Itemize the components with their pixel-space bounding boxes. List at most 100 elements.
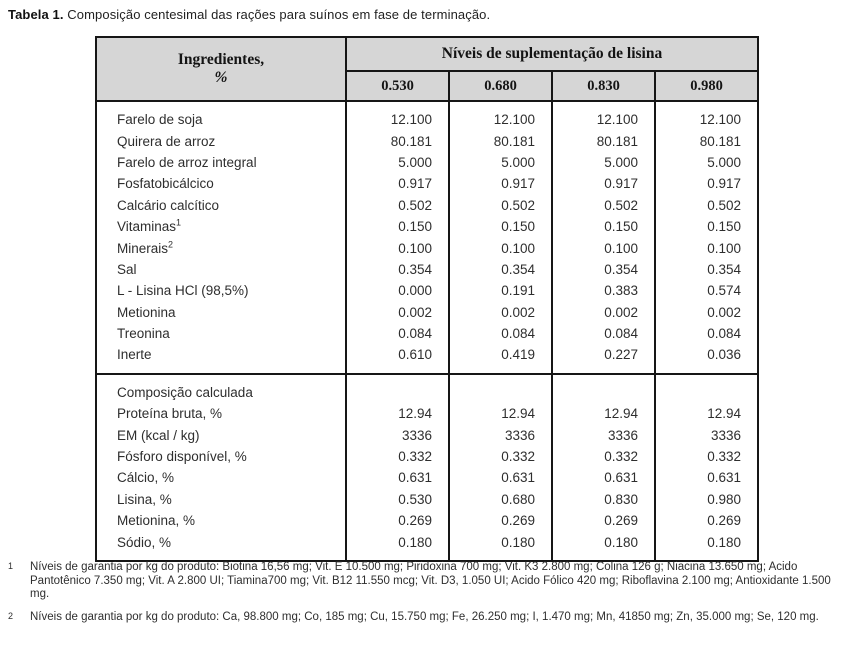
table-row: Inerte 0.610 0.419 0.227 0.036 xyxy=(95,344,760,374)
value-cell: 0.332 xyxy=(551,445,656,468)
row-label: Sal xyxy=(95,258,347,281)
value-cell: 3336 xyxy=(551,424,656,446)
value-cell: 0.000 xyxy=(345,280,450,302)
value-cell: 0.530 xyxy=(345,488,450,511)
value-cell: 0.002 xyxy=(653,301,760,323)
value-cell: 0.002 xyxy=(448,301,553,323)
row-label: Quirera de arroz xyxy=(95,130,347,152)
value-cell: 0.084 xyxy=(345,322,450,345)
table-row: Sal 0.354 0.354 0.354 0.354 xyxy=(95,258,760,281)
header-level-4: 0.980 xyxy=(653,70,760,102)
value-cell: 0.917 xyxy=(551,173,656,195)
table-row: Composição calculada xyxy=(95,372,760,404)
value-cell: 5.000 xyxy=(345,151,450,174)
value-cell xyxy=(448,372,553,404)
table-row: L - Lisina HCl (98,5%) 0.000 0.191 0.383 0.5… xyxy=(95,280,760,302)
value-cell xyxy=(653,372,760,404)
row-label: Farelo de soja xyxy=(95,101,347,131)
value-cell: 0.680 xyxy=(448,488,553,511)
value-cell: 12.94 xyxy=(448,403,553,425)
table-row: Metionina, % 0.269 0.269 0.269 0.269 xyxy=(95,510,760,532)
header-ingredients: Ingredientes, % xyxy=(95,36,347,102)
table-header: Ingredientes, % Níveis de suplementação … xyxy=(95,36,760,102)
footnote-1-marker: 1 xyxy=(8,561,14,571)
value-cell: 0.100 xyxy=(653,237,760,259)
row-label: EM (kcal / kg) xyxy=(95,424,347,446)
footnote-2-marker: 2 xyxy=(8,610,14,621)
value-cell: 12.100 xyxy=(448,101,553,131)
table-row: Farelo de soja 12.100 12.100 12.100 12.100 xyxy=(95,101,760,131)
value-cell: 3336 xyxy=(653,424,760,446)
table-row: EM (kcal / kg) 3336 3336 3336 3336 xyxy=(95,424,760,446)
table-row: Quirera de arroz 80.181 80.181 80.181 80.181 xyxy=(95,130,760,152)
value-cell: 0.002 xyxy=(551,301,656,323)
value-cell: 3336 xyxy=(448,424,553,446)
row-label: Metionina xyxy=(95,301,347,323)
value-cell: 0.383 xyxy=(551,280,656,302)
value-cell: 0.631 xyxy=(653,467,760,489)
table-caption: Tabela 1. Composição centesimal das raçõ… xyxy=(8,7,490,22)
value-cell: 0.100 xyxy=(345,237,450,259)
value-cell: 0.100 xyxy=(551,237,656,259)
value-cell: 0.354 xyxy=(448,258,553,281)
row-label: Treonina xyxy=(95,322,347,345)
table-caption-text: Composição centesimal das rações para su… xyxy=(63,7,491,22)
value-cell: 0.574 xyxy=(653,280,760,302)
header-row-levels: 0.530 0.680 0.830 0.980 xyxy=(96,70,760,102)
value-cell: 0.332 xyxy=(448,445,553,468)
value-cell: 0.100 xyxy=(448,237,553,259)
value-cell: 0.269 xyxy=(551,510,656,532)
value-cell: 0.150 xyxy=(448,215,553,238)
table-row: Fosfatobicálcico 0.917 0.917 0.917 0.917 xyxy=(95,173,760,195)
value-cell: 0.269 xyxy=(448,510,553,532)
footnote-reference: 2 xyxy=(168,239,174,250)
value-cell: 5.000 xyxy=(448,151,553,174)
value-cell: 0.502 xyxy=(345,194,450,216)
value-cell: 0.002 xyxy=(345,301,450,323)
table-row: Calcário calcítico 0.502 0.502 0.502 0.502 xyxy=(95,194,760,216)
value-cell: 0.917 xyxy=(345,173,450,195)
value-cell: 0.419 xyxy=(448,344,553,374)
value-cell: 12.100 xyxy=(653,101,760,131)
header-level-2: 0.680 xyxy=(448,70,553,102)
table-caption-prefix: Tabela 1. xyxy=(8,7,64,22)
value-cell xyxy=(345,372,450,404)
footnotes: 1 Níveis de garantia por kg do produto: … xyxy=(8,561,844,633)
row-label: Calcário calcítico xyxy=(95,194,347,216)
value-cell: 12.94 xyxy=(653,403,760,425)
value-cell: 0.180 xyxy=(551,531,656,561)
row-label: Lisina, % xyxy=(95,488,347,511)
table-row: Proteína bruta, % 12.94 12.94 12.94 12.94 xyxy=(95,403,760,425)
ingredients-section: Farelo de soja 12.100 12.100 12.100 12.100 Qu… xyxy=(95,101,760,374)
value-cell: 0.084 xyxy=(551,322,656,345)
value-cell: 0.354 xyxy=(551,258,656,281)
footnote-2: 2 Níveis de garantia por kg do produto: … xyxy=(8,611,844,625)
value-cell: 5.000 xyxy=(551,151,656,174)
calculated-composition-section: Composição calculada Proteína bruta, % 12.… xyxy=(95,372,760,561)
value-cell: 0.332 xyxy=(345,445,450,468)
table-row: Vitaminas1 0.150 0.150 0.150 0.150 xyxy=(95,215,760,238)
table-row: Lisina, % 0.530 0.680 0.830 0.980 xyxy=(95,488,760,511)
value-cell: 0.150 xyxy=(653,215,760,238)
value-cell xyxy=(551,372,656,404)
value-cell: 0.830 xyxy=(551,488,656,511)
value-cell: 0.610 xyxy=(345,344,450,374)
value-cell: 0.917 xyxy=(653,173,760,195)
value-cell: 0.191 xyxy=(448,280,553,302)
row-label: Proteína bruta, % xyxy=(95,403,347,425)
value-cell: 0.631 xyxy=(448,467,553,489)
value-cell: 0.917 xyxy=(448,173,553,195)
table-row: Farelo de arroz integral 5.000 5.000 5.000 5… xyxy=(95,151,760,174)
row-label: Farelo de arroz integral xyxy=(95,151,347,174)
value-cell: 0.180 xyxy=(345,531,450,561)
header-row-group: Ingredientes, % Níveis de suplementação … xyxy=(95,36,760,102)
value-cell: 5.000 xyxy=(653,151,760,174)
footnote-2-text: Níveis de garantia por kg do produto: Ca… xyxy=(30,610,819,623)
footnote-1: 1 Níveis de garantia por kg do produto: … xyxy=(8,561,844,602)
value-cell: 0.502 xyxy=(448,194,553,216)
value-cell: 12.100 xyxy=(551,101,656,131)
value-cell: 0.084 xyxy=(448,322,553,345)
value-cell: 80.181 xyxy=(551,130,656,152)
table-row: Sódio, % 0.180 0.180 0.180 0.180 xyxy=(95,531,760,561)
table-row: Minerais2 0.100 0.100 0.100 0.100 xyxy=(95,237,760,259)
